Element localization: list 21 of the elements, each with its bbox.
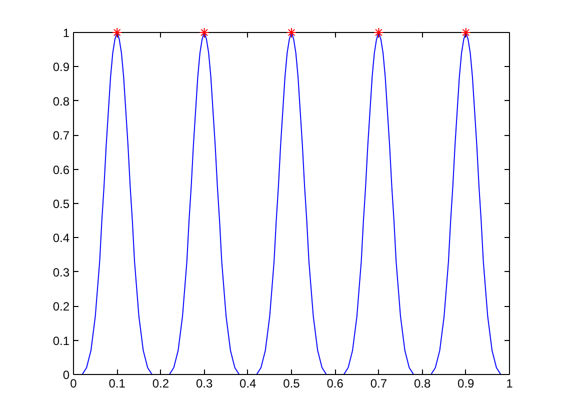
y-tick-label: 0.9: [52, 60, 70, 74]
x-tick-label: 0.4: [240, 376, 257, 390]
x-tick-label: 0.9: [458, 376, 475, 390]
x-tick-label: 1: [506, 376, 514, 390]
x-tick-label: 0.8: [414, 376, 431, 390]
x-tick-label: 0.7: [370, 376, 388, 390]
y-tick-label: 0.2: [52, 300, 70, 314]
y-tick-label: 0: [62, 368, 70, 382]
y-tick-label: 0.6: [52, 162, 70, 177]
y-tick-label: 0.7: [52, 128, 70, 143]
y-tick-label: 1: [62, 26, 70, 40]
y-tick-label: 0.5: [52, 197, 70, 211]
x-tick-label: 0.6: [326, 376, 344, 390]
x-tick-label: 0.5: [283, 376, 300, 390]
x-tick-label: 0.2: [152, 376, 170, 390]
x-tick-label: 0.1: [108, 376, 126, 390]
y-tick-label: 0.4: [52, 231, 70, 246]
y-tick-label: 0.8: [52, 94, 70, 108]
y-tick-label: 0.3: [52, 265, 70, 280]
x-tick-label: 0.3: [196, 376, 213, 390]
y-tick-label: 0.1: [52, 334, 70, 348]
